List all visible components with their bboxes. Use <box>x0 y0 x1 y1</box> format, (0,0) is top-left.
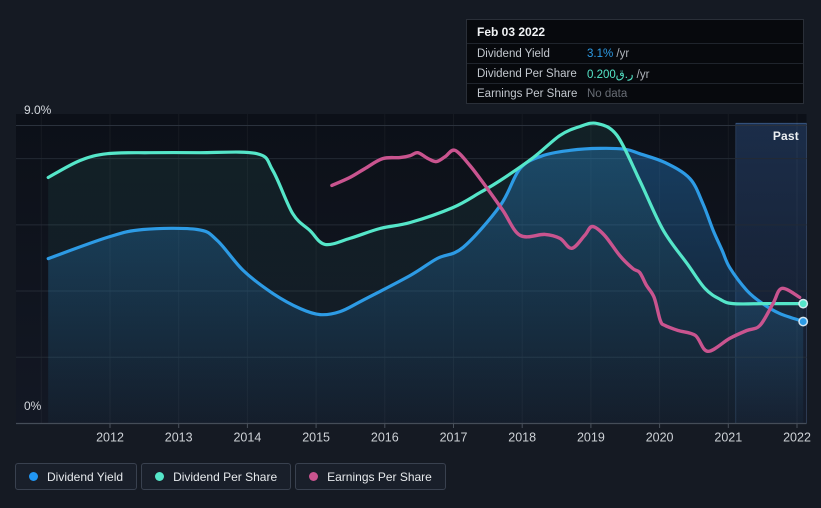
legend-label: Dividend Yield <box>47 469 124 484</box>
series-end-dot-dividend-yield[interactable] <box>798 316 809 327</box>
series-line-earnings-per-share[interactable] <box>330 148 802 353</box>
chart-tooltip: Feb 03 2022 Dividend Yield 3.1% /yr Divi… <box>466 19 804 104</box>
x-tick-label: 2018 <box>508 431 536 445</box>
legend-item-dividend-per-share[interactable]: Dividend Per Share <box>141 463 292 490</box>
past-region-label: Past <box>772 129 799 143</box>
x-axis: 2012 2013 2014 2015 2016 2017 2018 2019 2020 2021… <box>96 423 811 445</box>
series-area-dividend-per-share <box>48 123 804 424</box>
x-tick-label: 2022 <box>783 431 811 445</box>
tooltip-row-label: Dividend Yield <box>477 47 550 60</box>
series-line-dividend-per-share[interactable] <box>46 121 805 306</box>
legend-dot-pink-icon <box>309 472 319 481</box>
tooltip-row-value: 3.1% /yr <box>587 47 630 60</box>
x-tick-label: 2019 <box>577 431 605 445</box>
legend-dot-teal-icon <box>155 472 165 481</box>
series-end-dot-dividend-per-share[interactable] <box>798 298 809 309</box>
legend-item-dividend-yield[interactable]: Dividend Yield <box>15 463 138 490</box>
x-tick-label: 2021 <box>714 431 742 445</box>
tooltip-row-label: Earnings Per Share <box>477 87 578 100</box>
tooltip-row-label: Dividend Per Share <box>477 67 577 80</box>
tooltip-row-dividend-yield: Dividend Yield 3.1% /yr <box>467 43 803 63</box>
x-tick-label: 2013 <box>165 431 193 445</box>
y-axis-tick-label-zero: 0% <box>24 399 42 413</box>
chart-legend: Dividend Yield Dividend Per Share Earnin… <box>15 463 446 490</box>
x-tick-label: 2017 <box>440 431 468 445</box>
legend-label: Earnings Per Share <box>327 469 432 484</box>
x-tick-label: 2015 <box>302 431 330 445</box>
tooltip-row-value: 0.200ر.ق /yr <box>587 68 650 81</box>
y-axis-tick-label-top: 9.0% <box>24 103 52 117</box>
legend-item-earnings-per-share[interactable]: Earnings Per Share <box>295 463 446 490</box>
tooltip-row-dividend-per-share: Dividend Per Share 0.200ر.ق /yr <box>467 63 803 83</box>
legend-dot-blue-icon <box>29 472 38 481</box>
legend-label: Dividend Per Share <box>173 469 278 484</box>
x-tick-label: 2020 <box>646 431 674 445</box>
x-tick-label: 2014 <box>233 431 261 445</box>
x-tick-label: 2012 <box>96 431 124 445</box>
tooltip-row-value: No data <box>587 87 628 100</box>
x-tick-label: 2016 <box>371 431 399 445</box>
tooltip-date: Feb 03 2022 <box>477 25 546 39</box>
tooltip-row-earnings-per-share: Earnings Per Share No data <box>467 83 803 103</box>
